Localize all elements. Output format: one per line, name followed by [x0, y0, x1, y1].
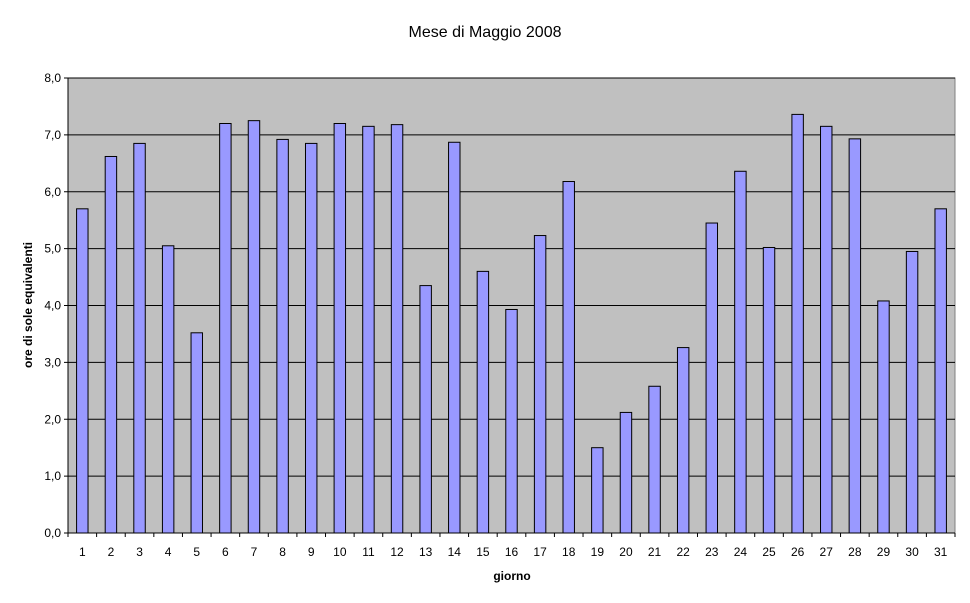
y-axis-label: ore di sole equivalenti: [21, 242, 35, 368]
x-tick-label: 8: [279, 545, 286, 559]
x-tick-label: 16: [505, 545, 519, 559]
bar: [304, 142, 318, 534]
bar: [676, 347, 690, 534]
bar: [505, 308, 518, 534]
gridlines: [68, 77, 955, 477]
y-tick-label: 6,0: [44, 185, 61, 199]
bar: [562, 181, 575, 534]
x-tick-label: 19: [591, 545, 605, 559]
x-tick-label: 24: [734, 545, 748, 559]
x-tick-label: 20: [619, 545, 633, 559]
y-tick-label: 7,0: [44, 128, 61, 142]
y-axis-ticks: 0,0 1,0 2,0 3,0 4,0 5,0 6,0 7,0 8,0: [44, 71, 68, 540]
x-tick-label: 9: [308, 545, 315, 559]
x-tick-label: 2: [108, 545, 115, 559]
y-tick-label: 5,0: [44, 242, 61, 256]
bar: [705, 222, 719, 534]
x-tick-label: 7: [251, 545, 258, 559]
bar: [848, 138, 862, 534]
x-tick-label: 14: [448, 545, 462, 559]
bar: [362, 125, 375, 534]
bar: [448, 141, 461, 534]
y-tick-label: 3,0: [44, 355, 61, 369]
x-tick-label: 30: [905, 545, 919, 559]
bar: [333, 123, 347, 534]
x-tick-label: 23: [705, 545, 719, 559]
bar: [533, 235, 547, 534]
x-tick-label: 28: [848, 545, 862, 559]
x-tick-label: 27: [820, 545, 834, 559]
bar: [905, 250, 919, 534]
x-tick-label: 21: [648, 545, 662, 559]
bar: [161, 245, 175, 534]
x-axis-ticks: 1 2 3 4 5 6 7 8 9 10 11 12 13 14 15 16 17 18 19 20 21 22 23 24 2…: [67, 533, 956, 559]
y-tick-label: 1,0: [44, 469, 61, 483]
x-axis-label: giorno: [493, 569, 530, 583]
bar: [791, 113, 804, 534]
chart-title: Mese di Maggio 2008: [409, 24, 562, 41]
x-tick-label: 26: [791, 545, 805, 559]
y-tick-label: 8,0: [44, 71, 61, 85]
bar: [276, 138, 289, 534]
x-tick-label: 13: [419, 545, 433, 559]
x-tick-label: 10: [333, 545, 347, 559]
x-tick-label: 1: [79, 545, 86, 559]
x-tick-label: 17: [533, 545, 547, 559]
y-tick-label: 4,0: [44, 299, 61, 313]
bars: [76, 113, 947, 534]
bar: [934, 208, 947, 534]
bar: [219, 123, 232, 534]
x-tick-label: 5: [193, 545, 200, 559]
bar: [648, 385, 661, 534]
y-tick-label: 2,0: [44, 412, 61, 426]
x-tick-label: 15: [476, 545, 490, 559]
bar: [104, 155, 118, 534]
x-tick-label: 12: [390, 545, 404, 559]
bar: [247, 120, 261, 534]
bar: [877, 300, 890, 534]
bar: [734, 170, 747, 534]
bar: [419, 285, 432, 534]
bar: [619, 411, 633, 534]
x-tick-label: 3: [136, 545, 143, 559]
bar: [133, 142, 146, 534]
bar: [190, 332, 203, 534]
bar: [76, 208, 89, 534]
x-tick-label: 25: [762, 545, 776, 559]
y-tick-label: 0,0: [44, 526, 61, 540]
x-tick-label: 11: [362, 545, 375, 559]
bar: [476, 270, 490, 534]
x-tick-label: 6: [222, 545, 229, 559]
x-tick-label: 22: [676, 545, 690, 559]
x-tick-label: 4: [165, 545, 172, 559]
bar: [591, 447, 604, 534]
x-tick-label: 29: [877, 545, 891, 559]
x-tick-label: 31: [934, 545, 948, 559]
x-tick-label: 18: [562, 545, 576, 559]
bar: [762, 246, 776, 534]
bar: [820, 125, 833, 534]
bar: [390, 124, 404, 534]
